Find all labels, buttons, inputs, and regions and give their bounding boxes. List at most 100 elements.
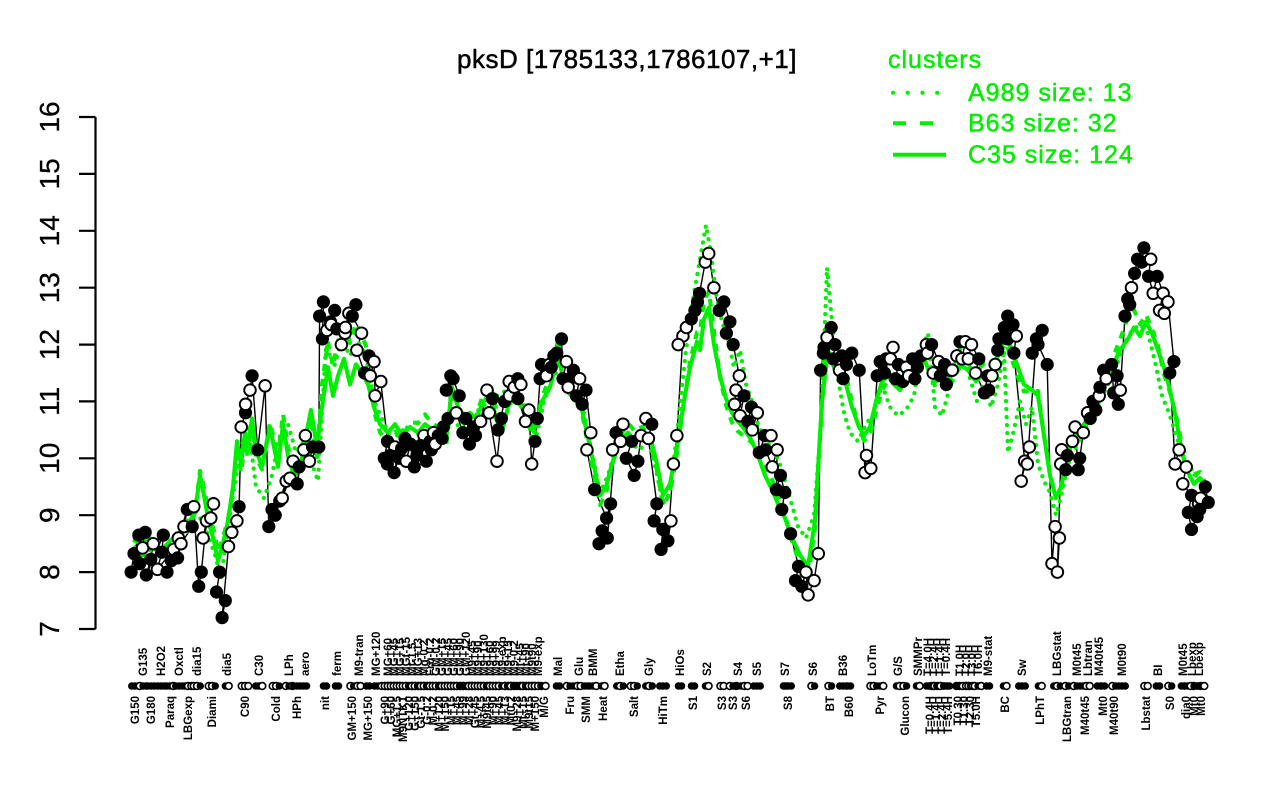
svg-text:T=1.4H: T=1.4H — [935, 638, 947, 676]
svg-text:T1.0H: T1.0H — [955, 645, 967, 676]
svg-text:Gt-1.5: Gt-1.5 — [416, 695, 428, 728]
svg-text:BI: BI — [1153, 665, 1165, 677]
svg-text:Fru-0.2: Fru-0.2 — [425, 638, 437, 676]
svg-text:LPh: LPh — [284, 654, 296, 676]
svg-text:G+150: G+150 — [410, 696, 422, 731]
svg-text:Sw: Sw — [1017, 659, 1029, 676]
svg-text:M9+45: M9+45 — [467, 640, 479, 676]
svg-text:MG+15: MG+15 — [395, 637, 407, 676]
svg-text:M9+60: M9+60 — [485, 641, 497, 676]
svg-text:B60: B60 — [844, 696, 856, 717]
svg-text:15: 15 — [34, 158, 65, 189]
svg-text:S1: S1 — [688, 695, 700, 710]
svg-text:S2: S2 — [702, 662, 714, 676]
svg-text:GM+15: GM+15 — [437, 637, 449, 676]
svg-text:T=2.4H: T=2.4H — [937, 696, 949, 734]
svg-text:GM+120: GM+120 — [461, 632, 473, 676]
svg-text:M+150: M+150 — [440, 696, 452, 731]
svg-text:T=1.4H: T=1.4H — [931, 696, 943, 734]
svg-text:M0t45: M0t45 — [1178, 643, 1190, 676]
svg-text:Pyr: Pyr — [875, 695, 887, 714]
svg-text:Mt+90: Mt+90 — [521, 643, 533, 676]
svg-text:S4: S4 — [733, 661, 745, 676]
svg-text:C35 size: 124: C35 size: 124 — [968, 141, 1134, 169]
svg-text:M+90: M+90 — [488, 696, 500, 725]
svg-text:S6: S6 — [741, 696, 753, 710]
svg-text:M40t45: M40t45 — [1080, 695, 1092, 735]
svg-text:MGt-15: MGt-15 — [401, 636, 413, 676]
svg-text:HPh: HPh — [292, 696, 304, 719]
svg-text:Glucon: Glucon — [900, 696, 912, 736]
svg-text:13: 13 — [34, 272, 65, 303]
svg-text:pksD [1785133,1786107,+1]: pksD [1785133,1786107,+1] — [457, 44, 797, 74]
svg-text:M9+28: M9+28 — [512, 695, 524, 731]
svg-text:M40t90: M40t90 — [1109, 696, 1121, 735]
svg-text:LBGstat: LBGstat — [1052, 631, 1064, 676]
svg-text:Mal: Mal — [553, 657, 565, 676]
svg-text:dia15: dia15 — [192, 646, 204, 676]
svg-text:M9+15: M9+15 — [503, 640, 515, 676]
svg-text:SMM: SMM — [581, 696, 593, 723]
svg-text:Lbexp: Lbexp — [1187, 642, 1199, 676]
svg-text:LBGtran: LBGtran — [1062, 696, 1074, 742]
svg-text:Oxctl: Oxctl — [174, 647, 186, 676]
svg-text:T=0.4H: T=0.4H — [925, 696, 937, 734]
svg-text:G+120: G+120 — [404, 696, 416, 731]
svg-text:9: 9 — [34, 507, 65, 523]
svg-text:G150: G150 — [130, 696, 142, 724]
svg-text:MG+120: MG+120 — [371, 632, 383, 676]
svg-text:MG+150: MG+150 — [363, 696, 375, 740]
svg-text:T6.0H: T6.0H — [973, 645, 985, 676]
svg-text:M/G: M/G — [539, 696, 551, 718]
svg-text:clusters: clusters — [888, 46, 982, 74]
svg-text:aero: aero — [300, 652, 312, 676]
svg-text:M9-stat: M9-stat — [983, 636, 995, 676]
svg-text:M+150: M+150 — [530, 696, 542, 731]
svg-text:nit: nit — [320, 696, 332, 710]
svg-text:GM+60: GM+60 — [449, 638, 461, 676]
svg-text:dia5: dia5 — [222, 652, 234, 676]
svg-text:M9t45: M9t45 — [482, 695, 494, 728]
svg-text:S3: S3 — [728, 696, 740, 710]
svg-text:Mt0.2: Mt0.2 — [506, 696, 518, 725]
svg-text:M-0.2: M-0.2 — [428, 696, 440, 725]
svg-text:Gly: Gly — [644, 657, 656, 676]
svg-text:Glu: Glu — [574, 657, 586, 676]
svg-text:T=0.4H: T=0.4H — [941, 638, 953, 676]
svg-text:M0t45: M0t45 — [1072, 643, 1084, 676]
svg-text:Heat: Heat — [598, 696, 610, 721]
svg-text:MG+45: MG+45 — [389, 637, 401, 676]
svg-text:7: 7 — [34, 621, 65, 637]
svg-text:Cold: Cold — [271, 696, 283, 722]
svg-text:GM-0.2: GM-0.2 — [431, 638, 443, 676]
svg-text:T5.0H: T5.0H — [971, 696, 983, 727]
svg-text:S0: S0 — [1165, 696, 1177, 710]
svg-text:G+60: G+60 — [386, 696, 398, 724]
svg-text:M+99: M+99 — [458, 696, 470, 725]
svg-text:Mt0: Mt0 — [1189, 696, 1201, 716]
svg-text:GM+150: GM+150 — [347, 696, 359, 740]
svg-text:M9+90: M9+90 — [473, 641, 485, 676]
svg-text:G/S: G/S — [893, 656, 905, 676]
svg-text:M0t90: M0t90 — [1117, 643, 1129, 676]
svg-text:14: 14 — [34, 215, 65, 246]
svg-text:H2O2: H2O2 — [156, 646, 168, 676]
svg-text:M9+130: M9+130 — [479, 634, 491, 676]
svg-text:M+4.5: M+4.5 — [476, 695, 488, 728]
svg-text:M+13: M+13 — [500, 696, 512, 725]
svg-text:Gt+45: Gt+45 — [470, 695, 482, 728]
svg-text:M40t45: M40t45 — [1094, 636, 1106, 676]
svg-text:Mt+15: Mt+15 — [518, 695, 530, 729]
svg-text:M+28: M+28 — [464, 695, 476, 725]
svg-text:Mg-0.2: Mg-0.2 — [419, 640, 431, 676]
svg-text:Lbstat: Lbstat — [1141, 696, 1153, 731]
svg-text:LoTm: LoTm — [867, 645, 879, 676]
svg-text:M+45: M+45 — [452, 695, 464, 725]
svg-text:M9+99: M9+99 — [491, 641, 503, 676]
svg-text:M9NTK1: M9NTK1 — [398, 695, 410, 742]
svg-text:Fru: Fru — [565, 696, 577, 715]
svg-text:B36: B36 — [838, 655, 850, 676]
svg-text:MG+60: MG+60 — [383, 638, 395, 676]
svg-text:LPhT: LPhT — [1035, 696, 1047, 725]
svg-text:T3.0H: T3.0H — [967, 645, 979, 676]
